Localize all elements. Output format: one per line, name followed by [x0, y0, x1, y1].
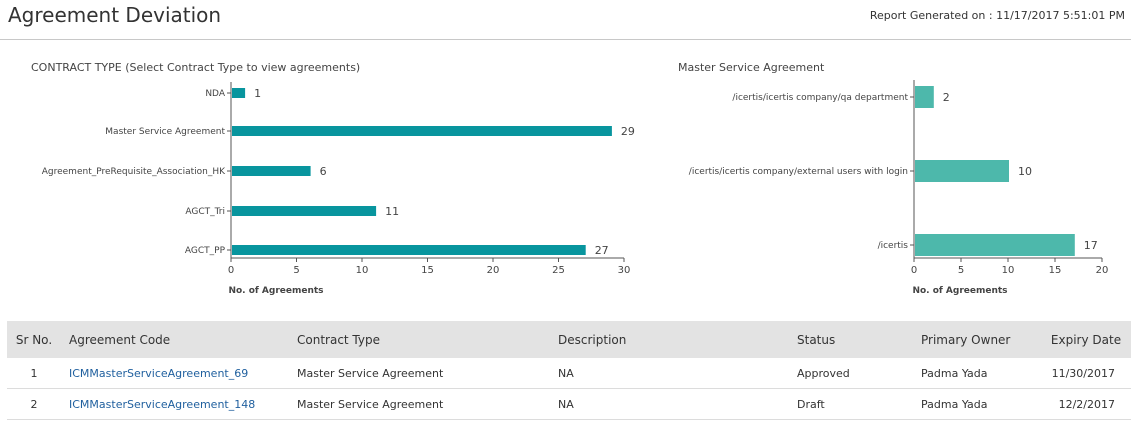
col-contract-type[interactable]: Contract Type	[297, 332, 380, 347]
ct-value-label: 11	[385, 205, 399, 218]
contract-type-chart-title: CONTRACT TYPE (Select Contract Type to v…	[31, 61, 360, 74]
cell-description: NA	[550, 388, 789, 420]
page-title: Agreement Deviation	[8, 3, 222, 27]
ct-x-tick-label: 0	[228, 265, 234, 276]
msa-category-label: /icertis	[878, 241, 909, 251]
cell-contract-type: Master Service Agreement	[289, 358, 550, 389]
ct-x-tick-label: 30	[618, 265, 631, 276]
ct-category-label: AGCT_Tri	[185, 207, 225, 217]
msa-x-tick-label: 10	[1002, 265, 1015, 276]
ct-x-tick-label: 15	[421, 265, 434, 276]
cell-sr-no: 1	[7, 358, 61, 389]
msa-bar[interactable]	[915, 86, 934, 108]
msa-value-label: 2	[943, 91, 950, 104]
master-service-agreement-chart[interactable]: Master Service Agreement No. of Agreemen…	[660, 55, 1130, 305]
msa-x-tick-label: 5	[958, 265, 964, 276]
msa-value-label: 17	[1084, 239, 1098, 252]
ct-category-label: Master Service Agreement	[105, 127, 225, 137]
table-row: 2 ICMMasterServiceAgreement_148 Master S…	[7, 388, 1131, 420]
cell-status: Approved	[789, 358, 913, 389]
msa-chart-xlabel: No. of Agreements	[912, 286, 1007, 296]
cell-agreement-code[interactable]: ICMMasterServiceAgreement_148	[61, 388, 289, 420]
msa-x-tick-label: 15	[1049, 265, 1062, 276]
col-agreement-code[interactable]: Agreement Code	[69, 332, 171, 347]
msa-x-tick-label: 0	[911, 265, 917, 276]
ct-bar[interactable]	[232, 88, 246, 98]
msa-category-label: /icertis/icertis company/external users …	[689, 167, 908, 177]
report-generated-timestamp: Report Generated on : 11/17/2017 5:51:01…	[869, 9, 1125, 22]
col-expiry-date[interactable]: Expiry Date	[1050, 332, 1122, 347]
col-status[interactable]: Status	[797, 332, 836, 347]
col-sr-no[interactable]: Sr No.	[15, 332, 53, 347]
cell-description: NA	[550, 358, 789, 389]
msa-value-label: 10	[1018, 165, 1032, 178]
cell-expiry-date: 11/30/2017	[1041, 358, 1131, 389]
cell-sr-no: 2	[7, 388, 61, 420]
ct-category-label: NDA	[205, 89, 226, 99]
ct-value-label: 6	[320, 165, 327, 178]
cell-contract-type: Master Service Agreement	[289, 388, 550, 420]
ct-value-label: 29	[621, 125, 635, 138]
cell-primary-owner: Padma Yada	[913, 388, 1041, 420]
agreement-code-link[interactable]: ICMMasterServiceAgreement_148	[69, 397, 256, 411]
agreement-code-link[interactable]: ICMMasterServiceAgreement_69	[69, 366, 249, 380]
ct-bar[interactable]	[232, 126, 612, 136]
msa-x-tick-label: 20	[1096, 265, 1109, 276]
ct-bar[interactable]	[232, 206, 377, 216]
contract-type-chart[interactable]: CONTRACT TYPE (Select Contract Type to v…	[0, 55, 660, 305]
col-primary-owner[interactable]: Primary Owner	[921, 332, 1011, 347]
msa-chart-title: Master Service Agreement	[678, 61, 825, 74]
cell-status: Draft	[789, 388, 913, 420]
ct-x-tick-label: 5	[293, 265, 299, 276]
cell-primary-owner: Padma Yada	[913, 358, 1041, 389]
msa-bar[interactable]	[915, 160, 1009, 182]
col-description[interactable]: Description	[558, 332, 627, 347]
header-divider	[0, 39, 1131, 40]
ct-category-label: AGCT_PP	[185, 246, 226, 256]
ct-x-tick-label: 25	[552, 265, 565, 276]
ct-bar[interactable]	[232, 245, 586, 255]
msa-category-label: /icertis/icertis company/qa department	[732, 93, 908, 103]
table-row: 1 ICMMasterServiceAgreement_69 Master Se…	[7, 358, 1131, 389]
ct-x-tick-label: 10	[356, 265, 369, 276]
msa-bar[interactable]	[915, 234, 1075, 256]
table-header-row: Sr No. Agreement Code Contract Type Desc…	[7, 321, 1131, 358]
cell-agreement-code[interactable]: ICMMasterServiceAgreement_69	[61, 358, 289, 389]
ct-category-label: Agreement_PreRequisite_Association_HK	[42, 167, 226, 177]
ct-value-label: 27	[595, 244, 609, 257]
ct-x-tick-label: 20	[487, 265, 500, 276]
ct-bar[interactable]	[232, 166, 311, 176]
contract-type-chart-xlabel: No. of Agreements	[228, 286, 323, 296]
cell-expiry-date: 12/2/2017	[1041, 388, 1131, 420]
ct-value-label: 1	[254, 87, 261, 100]
agreements-table: Sr No. Agreement Code Contract Type Desc…	[7, 321, 1131, 420]
